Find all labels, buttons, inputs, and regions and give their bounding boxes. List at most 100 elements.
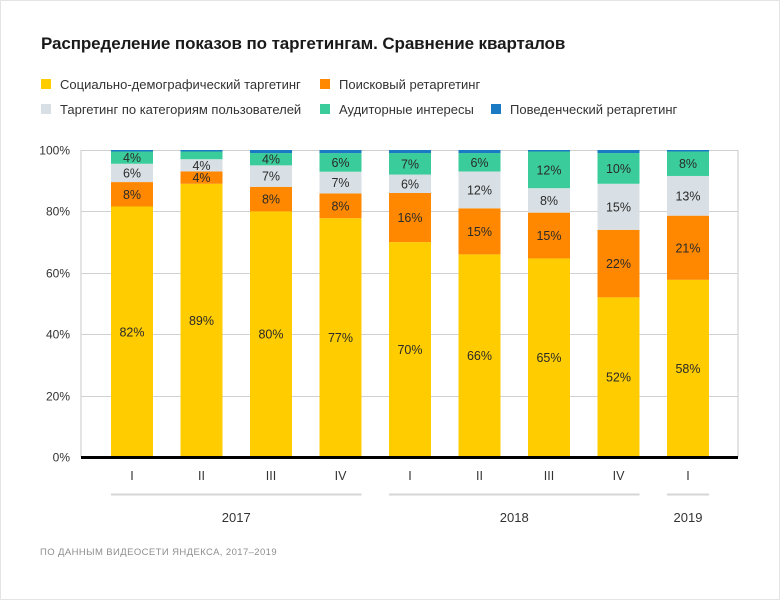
- data-label: 80%: [258, 328, 283, 342]
- data-labels: 82%8%6%4%89%4%4%80%8%7%4%77%8%7%6%70%16%…: [119, 151, 700, 385]
- legend-swatch-icon: [320, 104, 330, 114]
- data-label: 8%: [123, 188, 141, 202]
- bar-segment: [111, 206, 153, 457]
- bar-segment: [389, 150, 431, 154]
- bar-segment: [111, 150, 153, 152]
- bar-segment: [597, 150, 640, 154]
- bar-segment: [597, 153, 640, 184]
- bar-segment: [180, 150, 223, 152]
- data-label: 7%: [401, 157, 419, 171]
- data-label: 22%: [606, 257, 631, 271]
- legend-label: Поведенческий ретаргетинг: [510, 101, 678, 117]
- bar-segment: [528, 188, 570, 213]
- data-label: 13%: [675, 189, 700, 203]
- x-tick-label: I: [686, 469, 689, 483]
- x-tick-label: IV: [613, 469, 625, 483]
- legend-item-behavioral-retargeting: Поведенческий ретаргетинг: [491, 101, 678, 117]
- data-label: 66%: [467, 349, 492, 363]
- x-tick-label: II: [198, 469, 205, 483]
- data-label: 12%: [467, 183, 492, 197]
- data-label: 21%: [675, 241, 700, 255]
- data-label: 12%: [536, 163, 561, 177]
- bar-segment: [180, 171, 223, 184]
- y-tick-label: 20%: [46, 390, 70, 404]
- legend-swatch-icon: [41, 104, 51, 114]
- bar-segment: [180, 183, 223, 457]
- bar-segment: [667, 151, 709, 176]
- legend-swatch-icon: [41, 79, 51, 89]
- data-label: 6%: [331, 156, 349, 170]
- data-label: 77%: [328, 331, 353, 345]
- legend-label: Поисковый ретаргетинг: [339, 76, 481, 92]
- bar-segment: [597, 183, 640, 230]
- bar-segment: [389, 174, 431, 193]
- bar-segment: [458, 153, 501, 172]
- data-label: 70%: [397, 343, 422, 357]
- bar-segment: [597, 297, 640, 457]
- data-label: 8%: [540, 194, 558, 208]
- legend-label: Социально-демографический таргетинг: [60, 76, 301, 92]
- bar-segment: [458, 150, 501, 154]
- data-label: 4%: [123, 151, 141, 165]
- bar-segment: [458, 208, 501, 255]
- data-label: 8%: [679, 157, 697, 171]
- bar-segment: [389, 242, 431, 457]
- legend-item-audience-interests: Аудиторные интересы: [320, 102, 474, 117]
- bar-segment: [319, 218, 362, 457]
- bar-segment: [667, 175, 709, 216]
- data-label: 8%: [331, 199, 349, 213]
- data-label: 89%: [189, 314, 214, 328]
- data-label: 7%: [331, 176, 349, 190]
- chart-title: Распределение показов по таргетингам. Ср…: [41, 34, 566, 53]
- legend-item-user-categories: Таргетинг по категориям пользователей: [41, 101, 302, 117]
- y-tick-label: 100%: [39, 144, 70, 158]
- x-tick-label: IV: [335, 469, 347, 483]
- data-label: 4%: [192, 171, 210, 185]
- data-label: 10%: [606, 162, 631, 176]
- data-label: 65%: [536, 351, 561, 365]
- bar-segment: [458, 254, 501, 457]
- stacked-bar-chart: 82%8%6%4%89%4%4%80%8%7%4%77%8%7%6%70%16%…: [39, 144, 739, 525]
- bar-segment: [667, 150, 709, 152]
- data-label: 4%: [262, 153, 280, 167]
- bar-segment: [528, 212, 570, 259]
- bar-segment: [250, 211, 292, 457]
- bar-segment: [528, 258, 570, 457]
- bar-segment: [528, 150, 570, 152]
- x-tick-label: I: [130, 469, 133, 483]
- bar-segment: [180, 151, 223, 160]
- bar-segment: [458, 171, 501, 209]
- legend-swatch-icon: [320, 79, 330, 89]
- bars: [111, 150, 709, 457]
- bar-segment: [667, 215, 709, 280]
- bar-segment: [250, 186, 292, 212]
- x-tick-label: I: [408, 469, 411, 483]
- legend-label: Таргетинг по категориям пользователей: [60, 101, 302, 117]
- x-tick-label: II: [476, 469, 483, 483]
- y-tick-label: 40%: [46, 328, 70, 342]
- data-label: 8%: [262, 193, 280, 207]
- bar-segment: [111, 151, 153, 164]
- bar-segment: [319, 150, 362, 154]
- data-label: 82%: [119, 325, 144, 339]
- bar-segment: [250, 165, 292, 187]
- y-tick-label: 0%: [53, 451, 71, 465]
- bar-segment: [528, 151, 570, 189]
- legend-item-socio-demographic: Социально-демографический таргетинг: [41, 76, 301, 92]
- data-label: 52%: [606, 371, 631, 385]
- data-label: 6%: [401, 177, 419, 191]
- legend-swatch-icon: [491, 104, 501, 114]
- bar-segment: [111, 163, 153, 183]
- source-note: ПО ДАННЫМ ВИДЕОСЕТИ ЯНДЕКСА, 2017–2019: [40, 547, 278, 558]
- bar-segment: [389, 192, 431, 243]
- data-label: 15%: [606, 200, 631, 214]
- data-label: 4%: [192, 159, 210, 173]
- data-label: 58%: [675, 362, 700, 376]
- bar-segment: [250, 150, 292, 154]
- bar-segment: [389, 153, 431, 175]
- bar-segment: [319, 153, 362, 172]
- bar-segment: [667, 279, 709, 457]
- data-label: 16%: [397, 211, 422, 225]
- year-group-label: 2019: [674, 510, 703, 525]
